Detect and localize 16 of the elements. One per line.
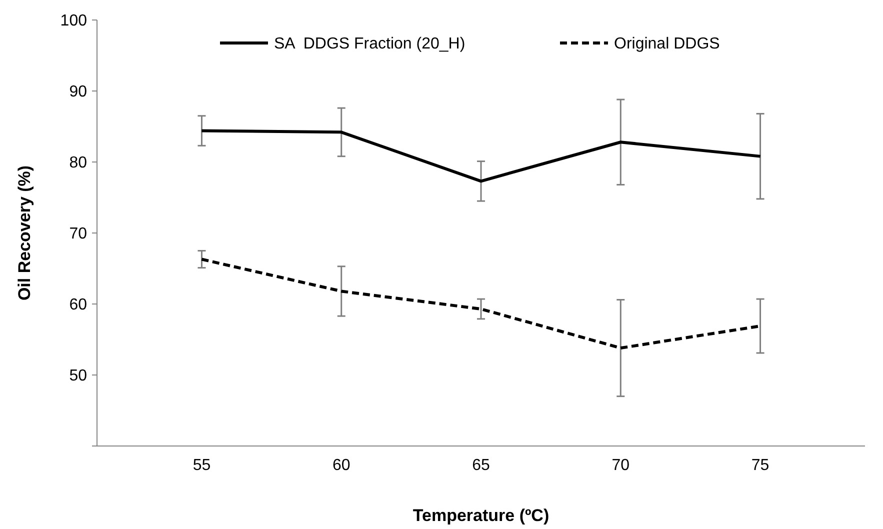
x-tick-label: 55: [192, 457, 211, 474]
y-tick-label: 90: [69, 84, 88, 101]
x-tick-label: 60: [332, 457, 350, 474]
x-tick-label: 75: [751, 457, 770, 474]
y-tick-label: 70: [69, 226, 88, 243]
y-axis-title: Oil Recovery (%): [15, 165, 34, 301]
legend-label: Original DDGS: [614, 36, 720, 53]
y-tick-label: 80: [69, 154, 88, 172]
x-axis-title: Temperature (ºC): [412, 506, 550, 525]
y-tick-label: 100: [60, 12, 88, 30]
x-tick-label: 70: [612, 457, 630, 474]
x-tick-label: 65: [472, 457, 490, 474]
y-tick-label: 50: [69, 368, 88, 385]
y-tick-label: 60: [69, 296, 88, 314]
line-series: [200, 129, 762, 183]
legend-label: SA DDGS Fraction (20_H): [274, 36, 466, 53]
